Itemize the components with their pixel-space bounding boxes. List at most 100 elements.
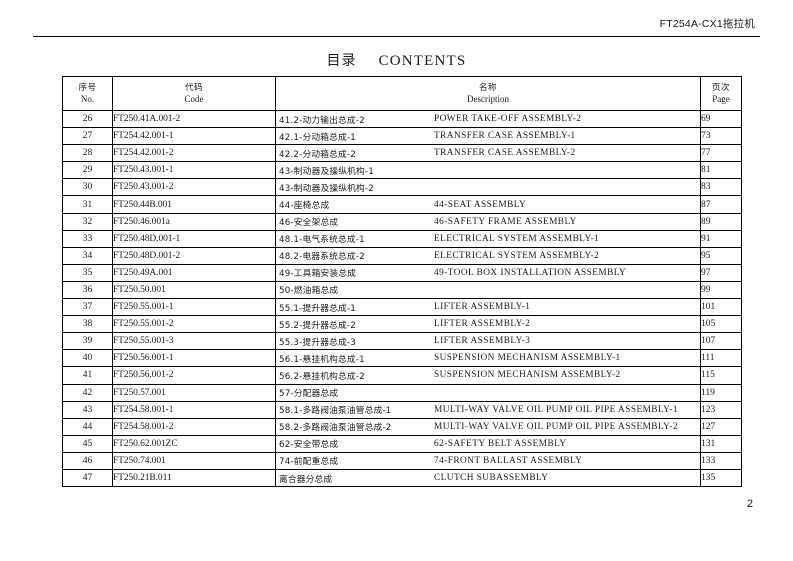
cell-description: 55.1-提升器总成-1 LIFTER ASSEMBLY-1 [275, 298, 701, 317]
cell-description: 42.2-分动箱总成-2 TRANSFER CASE ASSEMBLY-2 [275, 144, 701, 163]
cell-code: FT250.41A.001-2 [112, 109, 276, 129]
description-cn: 46-安全架总成 [279, 218, 339, 229]
description-wrapper: 55.2-提升器总成-2 LIFTER ASSEMBLY-2 [276, 318, 700, 331]
description-wrapper: 46-安全架总成 46-SAFETY FRAME ASSEMBLY [276, 215, 700, 229]
description-wrapper: 58.2-多路阀油泵油管总成-2 MULTI-WAY VALVE OIL PUMP… [276, 420, 700, 434]
cell-code: FT254.42.001-2 [112, 144, 276, 163]
table-row[interactable]: 28 FT254.42.001-2 42.2-分动箱总成-2 TRANSFER CAS… [62, 144, 742, 163]
column-header-code-cn: 代码 [184, 82, 203, 93]
column-header-code: 代码 Code [112, 76, 276, 111]
cell-no: 32 [62, 212, 113, 231]
cell-no: 45 [62, 434, 113, 453]
cell-page: 83 [700, 178, 742, 197]
table-row[interactable]: 31 FT250.44B.001 44-座椅总成 44-SEAT ASSEMBLY 87 [62, 195, 742, 214]
cell-page: 95 [700, 246, 742, 265]
table-row[interactable]: 40 FT250.56.001-1 56.1-悬挂机构总成-1 SUSPENSION … [62, 349, 742, 368]
description-wrapper: 42.2-分动箱总成-2 TRANSFER CASE ASSEMBLY-2 [276, 147, 700, 160]
cell-code: FT250.55.001-1 [112, 298, 276, 317]
description-cn: 55.1-提升器总成-1 [279, 303, 356, 314]
cell-no: 42 [62, 383, 113, 402]
description-wrapper: 62-安全带总成 62-SAFETY BELT ASSEMBLY [276, 437, 700, 451]
cell-no: 43 [62, 400, 113, 419]
cell-code: FT250.56.001-2 [112, 366, 276, 385]
table-row[interactable]: 36 FT250.50.001 50-燃油箱总成 99 [62, 280, 742, 300]
page-header: FT254A-CX1拖拉机 [0, 0, 793, 40]
cell-page: 101 [700, 298, 742, 317]
description-cn: 离合器分总成 [279, 474, 333, 485]
column-header-no-cn: 序号 [78, 82, 97, 93]
table-row[interactable]: 44 FT254.58.001-2 58.2-多路阀油泵油管总成-2 MULTI-WA… [62, 417, 742, 436]
table-row[interactable]: 34 FT250.48D.001-2 48.2-电器系统总成-2 ELECTRICAL… [62, 246, 742, 265]
cell-description: 57-分配器总成 [275, 383, 701, 402]
description-en: SUSPENSION MECHANISM ASSEMBLY-2 [434, 370, 621, 381]
table-row[interactable]: 33 FT250.48D.001-1 48.1-电气系统总成-1 ELECTRICAL… [62, 229, 742, 248]
description-en: TRANSFER CASE ASSEMBLY-1 [434, 131, 576, 142]
table-row[interactable]: 45 FT250.62.001ZC 62-安全带总成 62-SAFETY BELT A… [62, 434, 742, 453]
cell-no: 31 [62, 195, 113, 214]
cell-page: 119 [700, 383, 742, 402]
description-cn: 56.2-悬挂机构总成-2 [279, 371, 365, 382]
cell-description: 55.3-提升器总成-3 LIFTER ASSEMBLY-3 [275, 332, 701, 351]
description-wrapper: 49-工具箱安装总成 49-TOOL BOX INSTALLATION ASSEM… [276, 266, 700, 280]
table-row[interactable]: 30 FT250.43.001-2 43-制动器及操纵机构-2 83 [62, 178, 742, 197]
description-en: MULTI-WAY VALVE OIL PUMP OIL PIPE ASSEMB… [434, 404, 678, 415]
cell-no: 29 [62, 161, 113, 180]
table-row[interactable]: 42 FT250.57.001 57-分配器总成 119 [62, 383, 742, 402]
cell-page: 73 [700, 127, 742, 146]
description-en: 74-FRONT BALLAST ASSEMBLY [434, 455, 583, 466]
description-wrapper: 43-制动器及操纵机构-1 [276, 164, 700, 177]
table-row[interactable]: 46 FT250.74.001 74-前配重总成 74-FRONT BALLAST A… [62, 451, 742, 470]
cell-description: 58.2-多路阀油泵油管总成-2 MULTI-WAY VALVE OIL PUMP… [275, 417, 701, 436]
cell-page: 123 [700, 400, 742, 419]
cell-no: 27 [62, 127, 113, 146]
cell-no: 36 [62, 280, 113, 300]
description-cn: 50-燃油箱总成 [279, 286, 339, 297]
table-row[interactable]: 39 FT250.55.001-3 55.3-提升器总成-3 LIFTER ASSEM… [62, 332, 742, 351]
cell-description: 55.2-提升器总成-2 LIFTER ASSEMBLY-2 [275, 315, 701, 334]
cell-page: 133 [700, 451, 742, 470]
cell-code: FT250.50.001 [112, 280, 276, 300]
header-divider-rule [33, 36, 760, 37]
description-cn: 49-工具箱安装总成 [279, 269, 357, 280]
cell-description: 74-前配重总成 74-FRONT BALLAST ASSEMBLY [275, 451, 701, 470]
cell-no: 30 [62, 178, 113, 197]
cell-code: FT250.48D.001-2 [112, 246, 276, 265]
cell-no: 28 [62, 144, 113, 163]
cell-description: 46-安全架总成 46-SAFETY FRAME ASSEMBLY [275, 212, 701, 231]
table-row[interactable]: 37 FT250.55.001-1 55.1-提升器总成-1 LIFTER ASSEM… [62, 298, 742, 317]
cell-no: 37 [62, 298, 113, 317]
description-wrapper: 43-制动器及操纵机构-2 [276, 181, 700, 194]
table-row[interactable]: 32 FT250.46.001a 46-安全架总成 46-SAFETY FRAME A… [62, 212, 742, 231]
table-row[interactable]: 47 FT250.21B.011 离合器分总成 CLUTCH SUBASSEMBLY 1… [62, 468, 742, 488]
cell-page: 111 [700, 349, 742, 368]
cell-no: 41 [62, 366, 113, 385]
column-header-page-cn: 页次 [711, 82, 730, 93]
description-cn: 48.1-电气系统总成-1 [279, 235, 365, 246]
table-row[interactable]: 43 FT254.58.001-1 58.1-多路阀油泵油管总成-1 MULTI-WA… [62, 400, 742, 419]
table-row[interactable]: 35 FT250.49A.001 49-工具箱安装总成 49-TOOL BOX INS… [62, 263, 742, 282]
description-wrapper: 48.2-电器系统总成-2 ELECTRICAL SYSTEM ASSEMBLY-… [276, 249, 700, 263]
description-wrapper: 74-前配重总成 74-FRONT BALLAST ASSEMBLY [276, 454, 700, 468]
cell-no: 47 [62, 468, 113, 488]
description-wrapper: 58.1-多路阀油泵油管总成-1 MULTI-WAY VALVE OIL PUMP… [276, 403, 700, 417]
cell-code: FT254.42.001-1 [112, 127, 276, 146]
description-cn: 42.2-分动箱总成-2 [279, 149, 356, 160]
cell-page: 77 [700, 144, 742, 163]
cell-page: 99 [700, 280, 742, 300]
table-row[interactable]: 38 FT250.55.001-2 55.2-提升器总成-2 LIFTER ASSEM… [62, 315, 742, 334]
description-cn: 74-前配重总成 [279, 457, 339, 468]
cell-code: FT250.55.001-2 [112, 315, 276, 334]
description-en: 44-SEAT ASSEMBLY [434, 199, 527, 210]
cell-page: 89 [700, 212, 742, 231]
table-row[interactable]: 29 FT250.43.001-1 43-制动器及操纵机构-1 81 [62, 161, 742, 180]
table-row[interactable]: 26 FT250.41A.001-2 41.2-动力输出总成-2 POWER TAKE… [62, 109, 742, 129]
cell-code: FT254.58.001-1 [112, 400, 276, 419]
description-cn: 58.1-多路阀油泵油管总成-1 [279, 406, 392, 417]
cell-description: 43-制动器及操纵机构-1 [275, 161, 701, 180]
cell-code: FT250.74.001 [112, 451, 276, 470]
description-cn: 48.2-电器系统总成-2 [279, 252, 365, 263]
table-row[interactable]: 27 FT254.42.001-1 42.1-分动箱总成-1 TRANSFER CAS… [62, 127, 742, 146]
description-en: LIFTER ASSEMBLY-2 [434, 319, 531, 330]
description-cn: 62-安全带总成 [279, 440, 339, 451]
table-row[interactable]: 41 FT250.56.001-2 56.2-悬挂机构总成-2 SUSPENSION … [62, 366, 742, 385]
